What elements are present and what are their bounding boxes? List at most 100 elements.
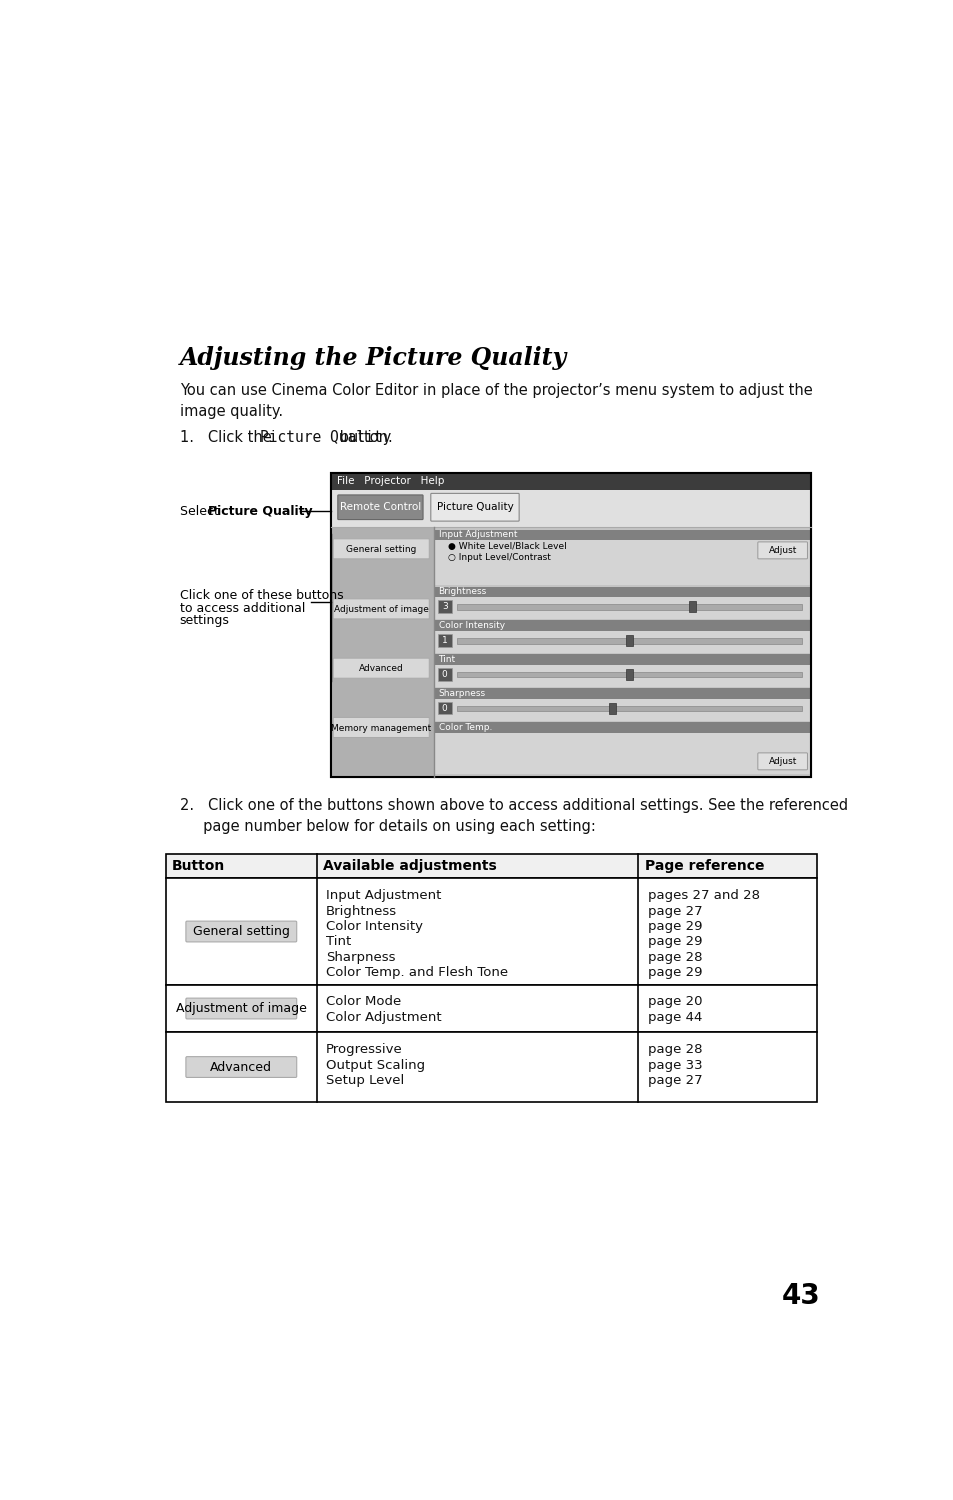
Bar xyxy=(435,699,809,720)
Text: page 28: page 28 xyxy=(647,1042,701,1056)
Bar xyxy=(437,668,452,681)
Text: Output Scaling: Output Scaling xyxy=(326,1059,425,1071)
Text: to access additional: to access additional xyxy=(179,602,305,615)
Text: Color Mode: Color Mode xyxy=(326,996,401,1008)
Text: settings: settings xyxy=(179,614,230,627)
Text: Brightness: Brightness xyxy=(438,588,486,597)
Bar xyxy=(435,654,809,664)
Text: Brightness: Brightness xyxy=(326,904,396,918)
FancyBboxPatch shape xyxy=(333,538,429,560)
Text: General setting: General setting xyxy=(193,926,290,938)
Text: 43: 43 xyxy=(781,1282,820,1311)
FancyBboxPatch shape xyxy=(186,998,296,1018)
FancyBboxPatch shape xyxy=(186,921,296,942)
Text: ○ Input Level/Contrast: ○ Input Level/Contrast xyxy=(447,554,550,562)
Bar xyxy=(435,632,809,652)
Bar xyxy=(435,540,809,585)
Bar xyxy=(437,702,452,714)
Text: page 28: page 28 xyxy=(647,951,701,964)
Bar xyxy=(435,734,809,774)
Text: 0: 0 xyxy=(441,704,447,712)
Text: Click one of these buttons: Click one of these buttons xyxy=(179,590,343,603)
Text: Button: Button xyxy=(172,859,225,873)
Bar xyxy=(166,853,816,879)
Text: 0: 0 xyxy=(441,670,447,680)
Bar xyxy=(456,706,801,711)
Text: Advanced: Advanced xyxy=(358,664,403,674)
Text: 2.   Click one of the buttons shown above to access additional settings. See the: 2. Click one of the buttons shown above … xyxy=(179,798,847,834)
Bar xyxy=(456,672,801,678)
FancyBboxPatch shape xyxy=(333,717,429,738)
Text: Advanced: Advanced xyxy=(210,1060,272,1074)
Bar xyxy=(166,879,816,984)
Text: Select: Select xyxy=(179,504,222,518)
Text: button.: button. xyxy=(335,430,393,445)
Text: File   Projector   Help: File Projector Help xyxy=(336,476,444,486)
Bar xyxy=(688,602,695,612)
Text: page 20: page 20 xyxy=(647,996,701,1008)
FancyBboxPatch shape xyxy=(333,598,429,619)
Text: page 27: page 27 xyxy=(647,1074,701,1088)
Text: You can use Cinema Color Editor in place of the projector’s menu system to adjus: You can use Cinema Color Editor in place… xyxy=(179,382,812,418)
Bar xyxy=(331,472,810,777)
Bar xyxy=(626,634,633,646)
Bar xyxy=(434,526,810,777)
Bar xyxy=(435,722,809,734)
Text: Picture Quality: Picture Quality xyxy=(208,504,312,518)
Text: Color Temp. and Flesh Tone: Color Temp. and Flesh Tone xyxy=(326,966,508,980)
Bar xyxy=(456,604,801,609)
Text: Picture Quality: Picture Quality xyxy=(436,503,513,513)
FancyBboxPatch shape xyxy=(333,658,429,678)
Bar xyxy=(331,489,810,526)
Bar xyxy=(609,704,616,714)
Text: Available adjustments: Available adjustments xyxy=(323,859,497,873)
Bar xyxy=(331,472,810,489)
Bar xyxy=(626,669,633,680)
Text: page 29: page 29 xyxy=(647,920,701,933)
Text: Color Intensity: Color Intensity xyxy=(326,920,423,933)
Text: Setup Level: Setup Level xyxy=(326,1074,404,1088)
Bar xyxy=(435,586,809,597)
Text: ● White Level/Black Level: ● White Level/Black Level xyxy=(447,542,566,550)
Text: 3: 3 xyxy=(441,602,447,610)
Text: 1.   Click the: 1. Click the xyxy=(179,430,275,445)
Text: Adjusting the Picture Quality: Adjusting the Picture Quality xyxy=(179,345,566,369)
Text: Adjustment of image: Adjustment of image xyxy=(334,604,428,613)
Bar xyxy=(435,688,809,699)
Bar xyxy=(435,597,809,619)
FancyBboxPatch shape xyxy=(757,753,806,770)
Text: General setting: General setting xyxy=(346,544,416,554)
Bar xyxy=(166,984,816,1032)
Bar xyxy=(435,664,809,687)
Text: Sharpness: Sharpness xyxy=(438,688,485,698)
Text: page 29: page 29 xyxy=(647,936,701,948)
Bar xyxy=(435,530,809,540)
Text: Tint: Tint xyxy=(326,936,351,948)
Text: Page reference: Page reference xyxy=(644,859,763,873)
Text: Tint: Tint xyxy=(438,656,456,664)
Text: Remote Control: Remote Control xyxy=(339,503,420,513)
Text: Memory management: Memory management xyxy=(331,723,431,732)
Bar xyxy=(435,621,809,632)
Bar xyxy=(456,638,801,644)
Text: Adjust: Adjust xyxy=(768,546,796,555)
Bar xyxy=(437,634,452,646)
Text: Input Adjustment: Input Adjustment xyxy=(326,890,441,902)
Text: Picture Quality: Picture Quality xyxy=(259,430,391,445)
FancyBboxPatch shape xyxy=(431,494,518,520)
Text: Color Intensity: Color Intensity xyxy=(438,621,504,630)
Text: Adjustment of image: Adjustment of image xyxy=(175,1002,307,1016)
Bar xyxy=(437,600,452,612)
FancyBboxPatch shape xyxy=(186,1056,296,1077)
Bar xyxy=(166,1032,816,1101)
Text: Color Adjustment: Color Adjustment xyxy=(326,1011,441,1025)
FancyBboxPatch shape xyxy=(757,542,806,560)
Text: Adjust: Adjust xyxy=(768,758,796,766)
Text: page 44: page 44 xyxy=(647,1011,701,1025)
FancyBboxPatch shape xyxy=(337,495,422,519)
Bar xyxy=(331,472,810,777)
Text: page 33: page 33 xyxy=(647,1059,701,1071)
Text: Color Temp.: Color Temp. xyxy=(438,723,492,732)
Text: Input Adjustment: Input Adjustment xyxy=(438,531,517,540)
Text: Progressive: Progressive xyxy=(326,1042,402,1056)
